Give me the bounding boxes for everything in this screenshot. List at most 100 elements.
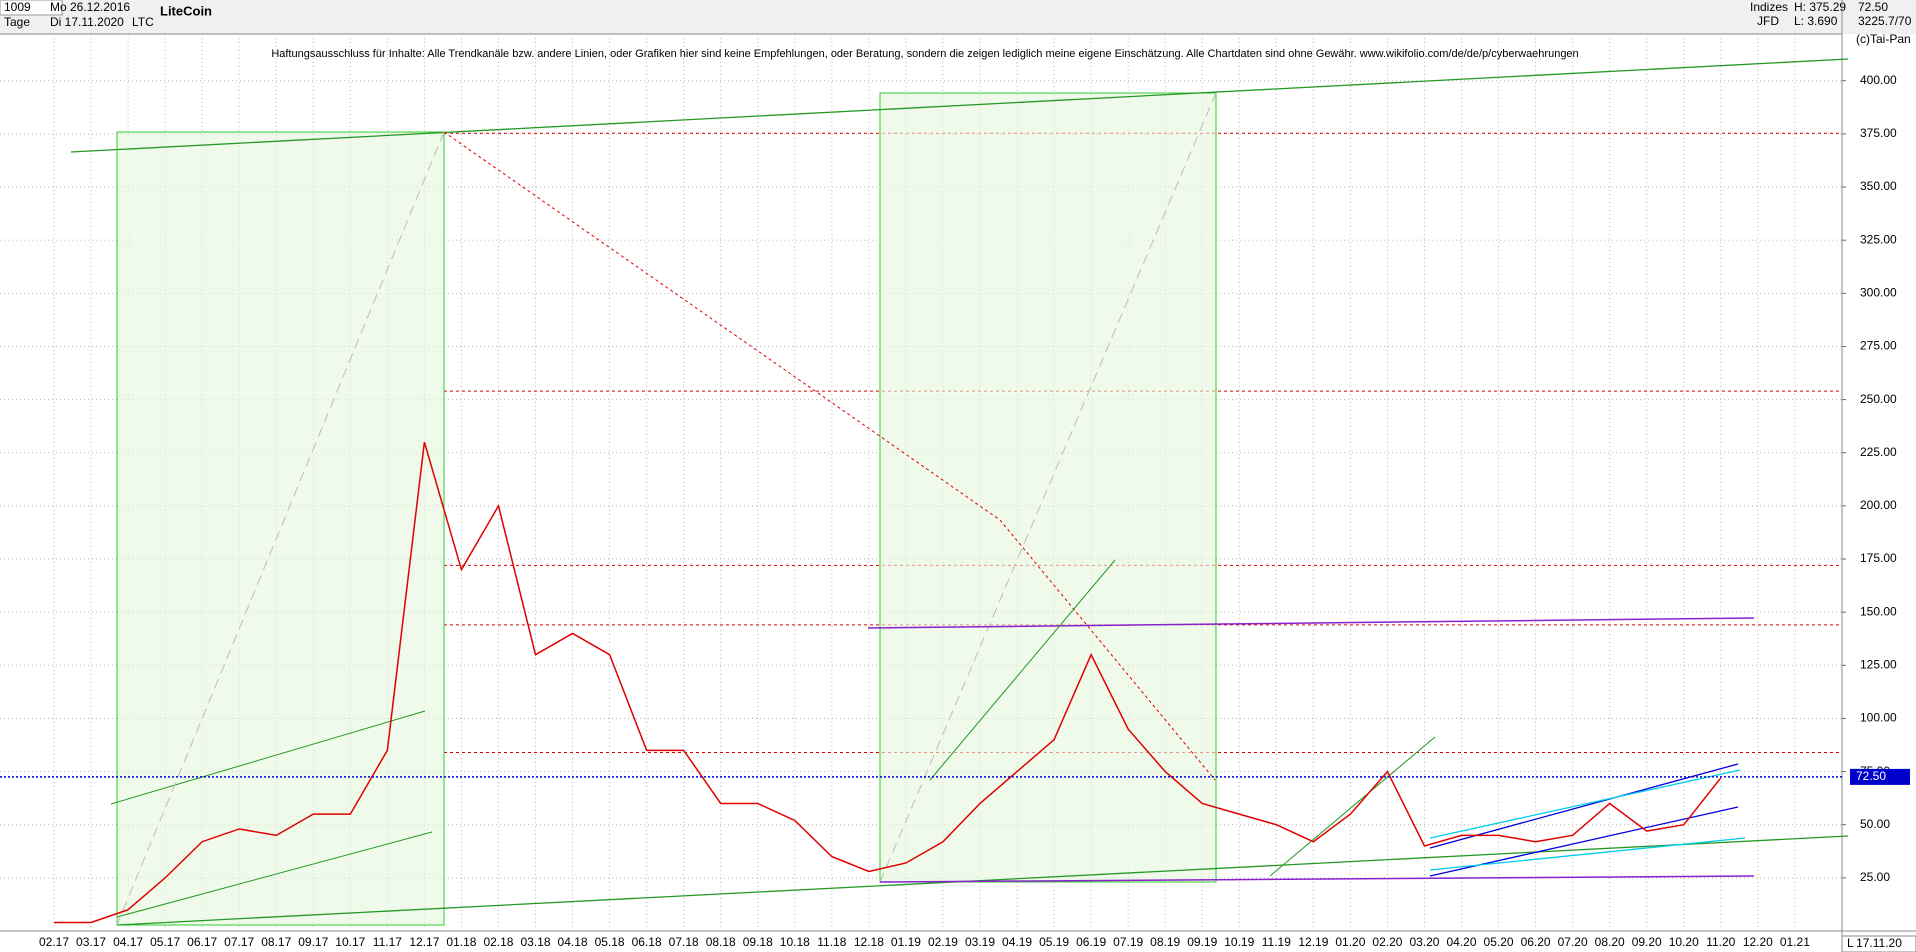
source: Indizes <box>1750 0 1788 14</box>
x-tick-label: 12.18 <box>854 935 884 949</box>
x-tick-label: 09.18 <box>743 935 773 949</box>
last-price-box <box>1850 768 1910 785</box>
x-tick-label: 11.18 <box>817 935 846 949</box>
scale-mode: L <box>1847 936 1854 950</box>
count: 1009 <box>4 0 31 14</box>
x-tick-label: 03.18 <box>521 935 551 949</box>
trend-line <box>1429 769 1741 839</box>
x-tick-label: 06.18 <box>632 935 662 949</box>
y-tick-label: 350.00 <box>1860 179 1897 193</box>
trend-line <box>70 58 1849 153</box>
y-tick-label: 150.00 <box>1860 604 1897 618</box>
x-tick-label: 10.18 <box>780 935 810 949</box>
trend-line <box>999 519 1216 781</box>
y-tick-label: 400.00 <box>1860 73 1897 87</box>
x-tick-label: 12.17 <box>409 935 439 949</box>
to-date: Di 17.11.2020 <box>50 15 124 29</box>
x-tick-label: 04.19 <box>1002 935 1032 949</box>
box-annotation <box>879 92 1217 883</box>
x-tick-label: 11.20 <box>1706 935 1735 949</box>
y-tick-label: 25.00 <box>1860 870 1890 884</box>
x-tick-label: 06.17 <box>187 935 217 949</box>
x-tick-label: 11.17 <box>373 935 402 949</box>
date-box-label: 17.11.20 <box>1856 936 1902 950</box>
x-tick-label: 05.17 <box>150 935 180 949</box>
x-tick-label: 04.18 <box>558 935 588 949</box>
disclaimer: Haftungsausschluss für Inhalte: Alle Tre… <box>271 48 1578 60</box>
price-line <box>54 441 1722 924</box>
x-tick-label: 07.17 <box>224 935 254 949</box>
x-tick-label: 12.19 <box>1298 935 1328 949</box>
x-tick-label: 01.21 <box>1780 935 1810 949</box>
x-tick-label: 12.20 <box>1743 935 1773 949</box>
trend-line <box>110 710 426 805</box>
y-tick-label: 200.00 <box>1860 498 1897 512</box>
x-tick-label: 06.20 <box>1521 935 1551 949</box>
broker: JFD <box>1757 14 1779 28</box>
x-tick-label: 08.18 <box>706 935 736 949</box>
x-tick-label: 09.20 <box>1632 935 1662 949</box>
y-tick-label: 125.00 <box>1860 657 1897 671</box>
x-tick-label: 05.18 <box>595 935 625 949</box>
volume: 3225.7/70 <box>1858 14 1912 28</box>
y-tick-label: 300.00 <box>1860 285 1897 299</box>
trend-line <box>443 131 1001 521</box>
trend-line <box>1269 736 1436 877</box>
copyright: (c)Tai-Pan <box>1856 32 1911 46</box>
header-bar <box>0 0 1916 34</box>
x-tick-label: 08.19 <box>1150 935 1180 949</box>
x-tick-label: 04.17 <box>113 935 143 949</box>
trend-line <box>879 875 1755 883</box>
x-tick-label: 01.19 <box>891 935 921 949</box>
trend-line <box>929 559 1116 781</box>
y-tick-label: 325.00 <box>1860 232 1897 246</box>
x-tick-label: 01.20 <box>1335 935 1365 949</box>
trend-line <box>1429 837 1746 871</box>
x-tick-label: 01.18 <box>446 935 476 949</box>
x-tick-label: 03.19 <box>965 935 995 949</box>
x-tick-label: 10.20 <box>1669 935 1699 949</box>
y-tick-label: 225.00 <box>1860 445 1897 459</box>
x-tick-label: 04.20 <box>1447 935 1477 949</box>
instrument-name: LiteCoin <box>160 3 212 18</box>
x-tick-label: 09.17 <box>298 935 328 949</box>
x-tick-label: 02.19 <box>928 935 958 949</box>
period: Tage <box>4 15 30 29</box>
last-price-label: 72.50 <box>1856 769 1886 783</box>
y-tick-label: 50.00 <box>1860 817 1890 831</box>
x-tick-label: 08.17 <box>261 935 291 949</box>
x-tick-label: 07.20 <box>1558 935 1588 949</box>
x-tick-label: 08.20 <box>1595 935 1625 949</box>
high: H: 375.29 <box>1794 0 1846 14</box>
trend-line <box>867 617 1755 629</box>
last-price: 72.50 <box>1858 0 1888 14</box>
x-tick-label: 07.19 <box>1113 935 1143 949</box>
date-box <box>1841 935 1916 952</box>
x-tick-label: 10.19 <box>1224 935 1254 949</box>
x-tick-label: 03.20 <box>1409 935 1439 949</box>
count-box[interactable] <box>0 0 63 16</box>
y-tick-label: 275.00 <box>1860 339 1897 353</box>
trend-line <box>1429 763 1739 849</box>
x-tick-label: 11.19 <box>1262 935 1291 949</box>
from-date: Mo 26.12.2016 <box>50 0 130 14</box>
x-tick-label: 09.19 <box>1187 935 1217 949</box>
box-annotation <box>116 131 445 926</box>
trend-line <box>116 835 1849 926</box>
y-tick-label: 250.00 <box>1860 392 1897 406</box>
x-tick-label: 02.20 <box>1372 935 1402 949</box>
x-tick-label: 02.18 <box>483 935 513 949</box>
x-tick-label: 10.17 <box>335 935 365 949</box>
x-tick-label: 05.19 <box>1039 935 1069 949</box>
low: L: 3.690 <box>1794 14 1838 28</box>
y-tick-label: 175.00 <box>1860 551 1897 565</box>
trend-line <box>116 831 433 918</box>
x-tick-label: 03.17 <box>76 935 106 949</box>
x-tick-label: 07.18 <box>669 935 699 949</box>
symbol: LTC <box>132 15 154 29</box>
x-tick-label: 02.17 <box>39 935 69 949</box>
x-tick-label: 05.20 <box>1484 935 1514 949</box>
y-tick-label: 375.00 <box>1860 126 1897 140</box>
y-tick-label: 100.00 <box>1860 711 1897 725</box>
